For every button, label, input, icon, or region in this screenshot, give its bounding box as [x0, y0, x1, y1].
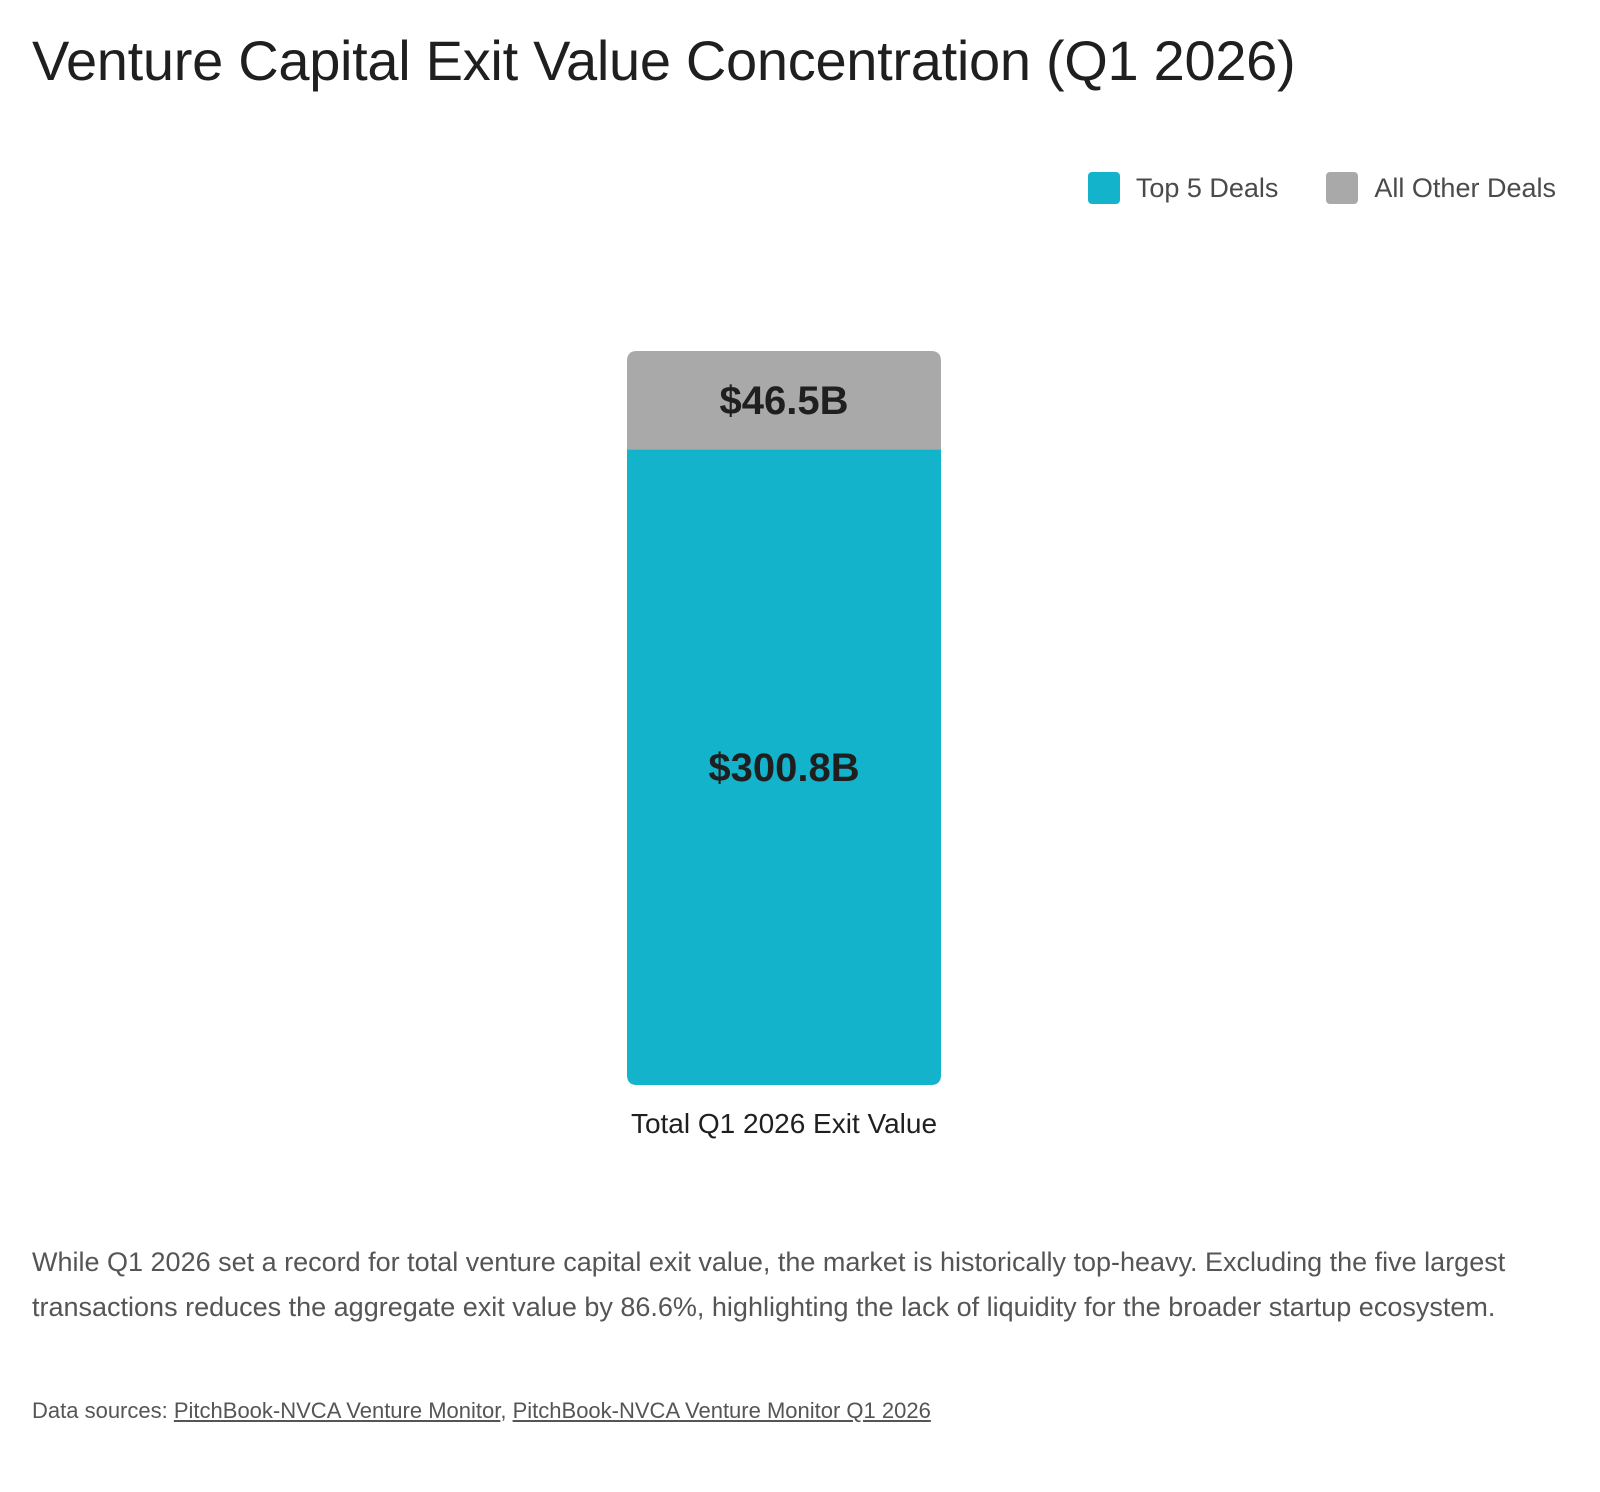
source-link-2[interactable]: PitchBook-NVCA Venture Monitor Q1 2026: [512, 1398, 931, 1423]
bar-segment-top5-deals[interactable]: [627, 449, 941, 1085]
legend-item-other[interactable]: All Other Deals: [1326, 172, 1556, 204]
data-label-top5-deals: $300.8B: [708, 746, 859, 790]
legend-swatch-other: [1326, 172, 1359, 204]
legend-item-top5[interactable]: Top 5 Deals: [1087, 172, 1279, 204]
legend-label-top5: Top 5 Deals: [1135, 172, 1279, 203]
data-sources: Data sources: PitchBook-NVCA Venture Mon…: [32, 1398, 931, 1424]
category-label: Total Q1 2026 Exit Value: [631, 1108, 937, 1139]
stacked-bar-chart: $300.8B $46.5B Total Q1 2026 Exit Value: [627, 351, 941, 1139]
source-link-1[interactable]: PitchBook-NVCA Venture Monitor: [173, 1398, 501, 1423]
sources-separator: ,: [500, 1398, 507, 1423]
chart-title: Venture Capital Exit Value Concentration…: [32, 29, 1296, 92]
legend-swatch-top5: [1087, 172, 1120, 204]
chart-description: While Q1 2026 set a record for total ven…: [32, 1247, 1506, 1322]
data-label-other-deals: $46.5B: [720, 379, 849, 423]
legend-label-other: All Other Deals: [1374, 172, 1556, 203]
legend: Top 5 Deals All Other Deals: [1087, 172, 1556, 204]
sources-prefix: Data sources:: [32, 1398, 168, 1423]
bar-segment-other-deals[interactable]: [627, 351, 941, 450]
